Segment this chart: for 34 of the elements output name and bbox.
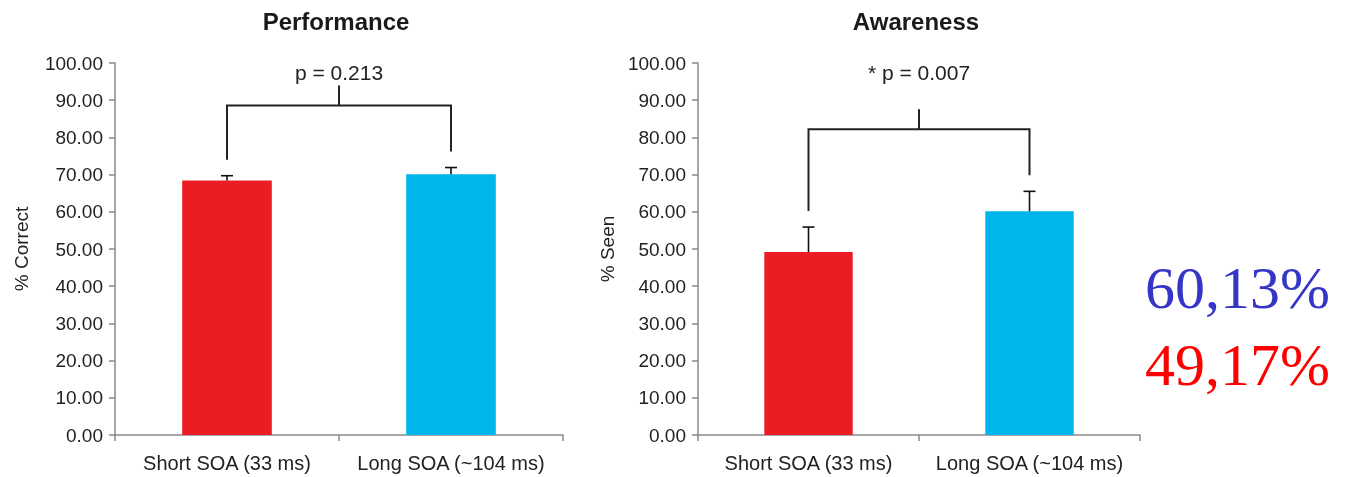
y-tick-label: 10.00 (55, 387, 103, 409)
y-tick-label: 60.00 (55, 201, 103, 223)
text: 49,17% (1145, 332, 1330, 398)
y-tick-label: 100.00 (627, 52, 686, 74)
y-tick-label: 80.00 (55, 126, 103, 148)
y-tick-label: 80.00 (638, 126, 686, 148)
y-tick-label: 50.00 (638, 238, 686, 260)
y-tick-label: 20.00 (55, 350, 103, 372)
y-axis-title: % Correct (11, 206, 32, 292)
y-tick-label: 30.00 (55, 312, 103, 334)
y-tick-label: 40.00 (55, 275, 103, 297)
x-tick-label: Short SOA (33 ms) (724, 452, 893, 474)
y-tick-label: 90.00 (55, 89, 103, 111)
x-tick-label: Short SOA (33 ms) (143, 452, 311, 474)
chart-title: Awareness (852, 7, 980, 35)
y-tick-label: 60.00 (638, 201, 686, 223)
annotation: * p = 0.007 (867, 60, 971, 84)
text: 60,13% (1145, 255, 1330, 321)
y-tick-label: 10.00 (638, 387, 686, 409)
y-tick-label: 70.00 (638, 164, 686, 186)
y-tick-label: 30.00 (638, 312, 686, 334)
chart-title: Performance (262, 7, 410, 35)
y-tick-label: 0.00 (66, 424, 103, 446)
annotation: p = 0.213 (294, 60, 384, 84)
y-tick-label: 100.00 (44, 52, 103, 74)
y-tick-label: 40.00 (638, 275, 686, 297)
y-tick-label: 90.00 (638, 89, 686, 111)
x-tick-label: Long SOA (~104 ms) (935, 452, 1124, 474)
y-tick-label: 0.00 (649, 424, 686, 446)
y-axis-title: % Seen (596, 215, 618, 283)
y-tick-label: 50.00 (55, 238, 103, 260)
y-tick-label: 20.00 (638, 350, 686, 372)
y-tick-label: 70.00 (55, 164, 103, 186)
x-tick-label: Long SOA (~104 ms) (357, 452, 545, 474)
